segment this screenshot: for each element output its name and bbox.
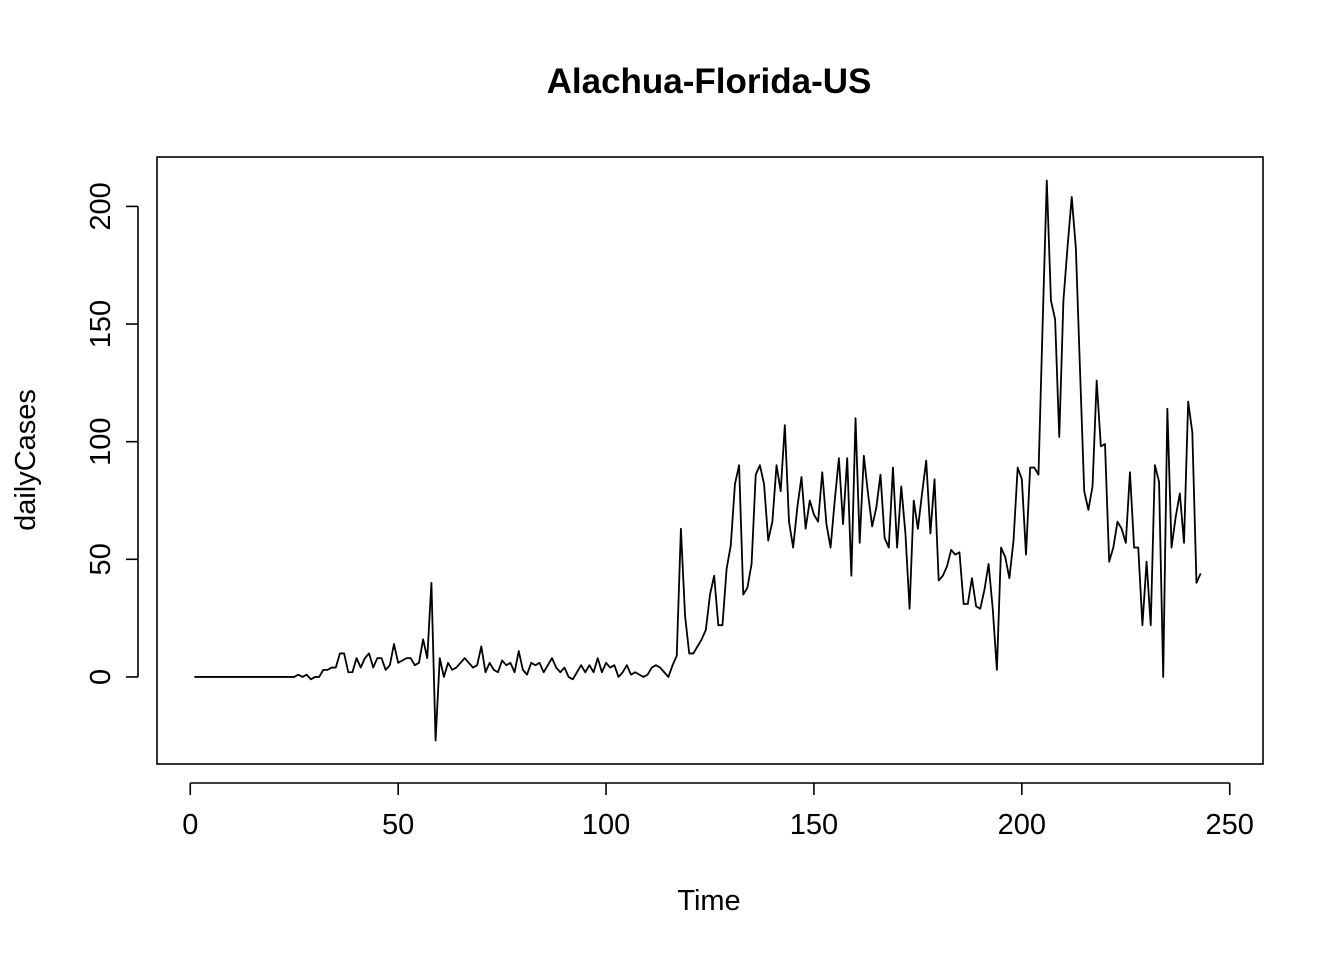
chart-title: Alachua-Florida-US bbox=[547, 62, 872, 101]
x-tick-label: 0 bbox=[182, 809, 198, 841]
y-tick-label: 100 bbox=[85, 417, 117, 465]
x-tick-label: 250 bbox=[1206, 809, 1254, 841]
plot-frame bbox=[156, 156, 1264, 765]
y-tick-label: 0 bbox=[85, 669, 117, 685]
series-line bbox=[194, 179, 1202, 742]
x-axis: 0 50 100 150 200 250 bbox=[182, 782, 1254, 841]
x-tick-label: 100 bbox=[582, 809, 630, 841]
x-axis-label: Time bbox=[677, 885, 740, 917]
y-axis: 0 50 100 150 200 bbox=[85, 182, 139, 685]
x-tick-label: 150 bbox=[790, 809, 838, 841]
y-tick-label: 50 bbox=[85, 543, 117, 575]
y-axis-label: dailyCases bbox=[10, 389, 42, 531]
x-tick-label: 50 bbox=[382, 809, 414, 841]
x-tick-label: 200 bbox=[998, 809, 1046, 841]
y-tick-label: 200 bbox=[85, 182, 117, 230]
y-tick-label: 150 bbox=[85, 300, 117, 348]
